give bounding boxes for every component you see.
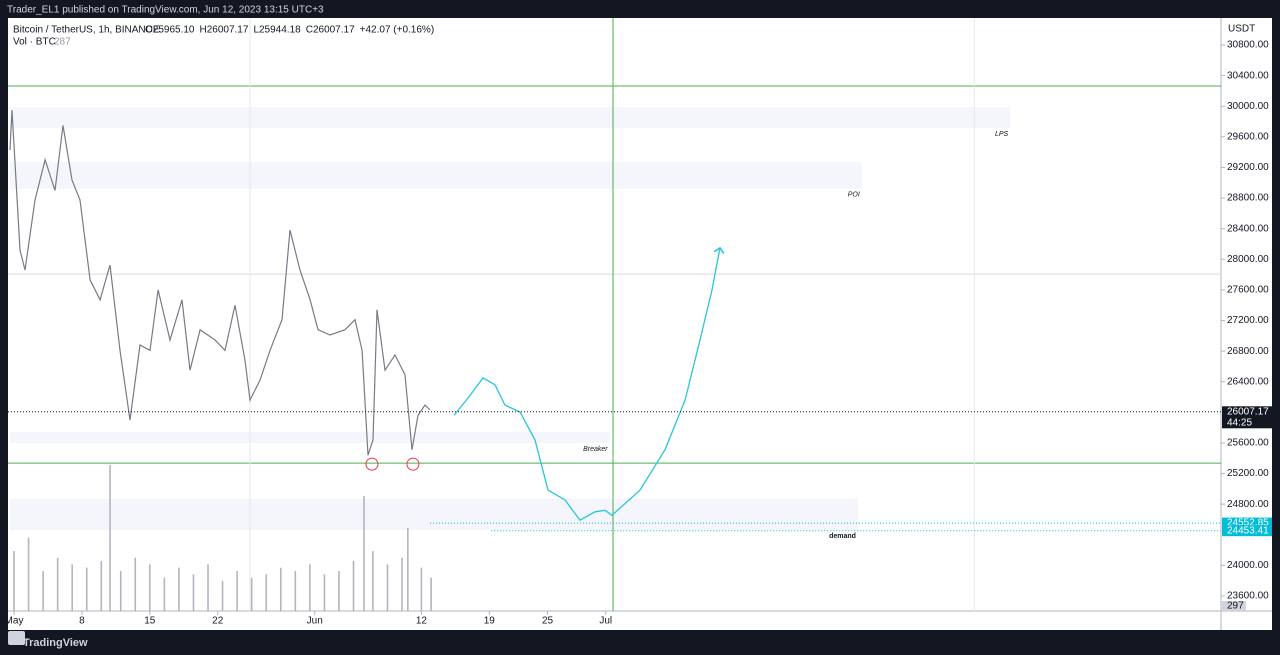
zone: [10, 432, 610, 443]
y-tick-label: 27200.00: [1227, 315, 1269, 326]
footer: TradingView: [23, 637, 88, 649]
price-line: [9, 110, 431, 456]
y-tick-label: 30000.00: [1227, 101, 1269, 112]
x-tick-label: 22: [212, 616, 224, 627]
volume-bar: [100, 561, 103, 611]
y-tick-label: 26800.00: [1227, 346, 1269, 357]
y-tick-label: 28000.00: [1227, 254, 1269, 265]
y-tick-label: 28400.00: [1227, 223, 1269, 234]
ohlc-value: O25965.10: [145, 25, 195, 36]
ohlc-value: C26007.17: [306, 25, 355, 36]
x-tick-label: 12: [416, 616, 428, 627]
volume-bar: [338, 571, 340, 611]
price-label: 24453.41: [1227, 525, 1269, 536]
x-tick-label: 19: [484, 616, 496, 627]
volume-bar: [71, 564, 74, 611]
volume-bar: [323, 574, 326, 611]
zone: [10, 106, 1011, 129]
y-tick-label: 25600.00: [1227, 438, 1269, 449]
volume-bar: [13, 551, 15, 611]
price-label-box: [1222, 406, 1272, 429]
volume-bar: [265, 574, 268, 611]
axis-unit: USDT: [1228, 24, 1255, 35]
volume-bar: [42, 571, 44, 611]
volume-axis-label: 297: [1227, 601, 1244, 612]
y-tick-label: 23600.00: [1227, 591, 1269, 602]
volume-bar: [236, 571, 238, 611]
y-tick-label: 30800.00: [1227, 40, 1269, 51]
ohlc-value: L25944.18: [253, 25, 301, 36]
logo: [8, 631, 25, 645]
y-tick-label: 25200.00: [1227, 468, 1269, 479]
x-tick-label: Jun: [307, 616, 323, 627]
volume-bar: [407, 528, 409, 611]
ohlc-value: H26007.17: [200, 25, 249, 36]
y-tick-label: 24800.00: [1227, 499, 1269, 510]
volume-bar: [163, 577, 166, 611]
volume-bar: [149, 564, 151, 611]
x-tick-label: 25: [542, 616, 554, 627]
y-tick-label: 30400.00: [1227, 70, 1269, 81]
ohlc-value: +42.07 (+0.16%): [360, 25, 435, 36]
volume-axis-box: [1222, 601, 1246, 611]
chart: LPS POI Breaker demand 30800.00 30400.00 30000…: [5, 18, 1272, 627]
y-tick-label: 29600.00: [1227, 131, 1269, 142]
volume-bar: [294, 571, 297, 611]
volume-bar: [119, 571, 122, 611]
projection-path: [453, 248, 720, 522]
y-tick-label: 24000.00: [1227, 560, 1269, 571]
volume-bar: [85, 567, 88, 611]
zone: [10, 162, 862, 189]
price-label-box: [1222, 525, 1272, 537]
x-tick-label: 8: [79, 616, 85, 627]
volume-bar: [207, 564, 209, 611]
y-tick-label: 28800.00: [1227, 193, 1269, 204]
symbol: Bitcoin / TetherUS, 1h, BINANCE: [13, 25, 160, 36]
volume-bar: [178, 567, 180, 611]
low-marker: [365, 457, 379, 471]
volume-bar: [363, 496, 365, 611]
volume-bar: [27, 537, 30, 611]
x-tick-label: Jul: [599, 616, 612, 627]
x-tick-label: May: [5, 616, 24, 627]
volume-bar: [401, 557, 403, 611]
volume-bar: [192, 574, 195, 611]
volume-bar: [109, 465, 111, 611]
price-label: 24552.85: [1227, 518, 1269, 529]
volume-label: Vol · BTC: [13, 37, 56, 48]
volume-bar: [279, 567, 282, 611]
volume-bar: [56, 557, 59, 611]
zone: [10, 498, 858, 531]
volume-bar: [250, 577, 253, 611]
publisher: Trader_EL1 published on TradingView.com,…: [7, 5, 324, 16]
price-label-box: [1222, 517, 1272, 529]
zone-label: Breaker: [583, 446, 608, 453]
low-marker: [406, 457, 420, 471]
volume-bar: [386, 564, 389, 611]
volume-bar: [430, 577, 432, 611]
price-label: 26007.17: [1227, 406, 1269, 417]
y-tick-label: 26400.00: [1227, 376, 1269, 387]
volume-bar: [352, 561, 355, 611]
volume-bar: [309, 564, 311, 611]
y-tick-label: 29200.00: [1227, 162, 1269, 173]
volume-bar: [420, 567, 423, 611]
volume-bar: [134, 557, 137, 611]
volume-last: 287: [54, 37, 71, 48]
volume-bar: [372, 551, 374, 611]
x-tick-label: 15: [144, 616, 156, 627]
volume-bar: [221, 581, 224, 611]
zone-label: demand: [829, 533, 856, 540]
price-label-countdown: 44:25: [1227, 417, 1252, 428]
zone-label: POI: [848, 192, 860, 199]
zone-label: LPS: [995, 131, 1009, 138]
y-tick-label: 27600.00: [1227, 285, 1269, 296]
